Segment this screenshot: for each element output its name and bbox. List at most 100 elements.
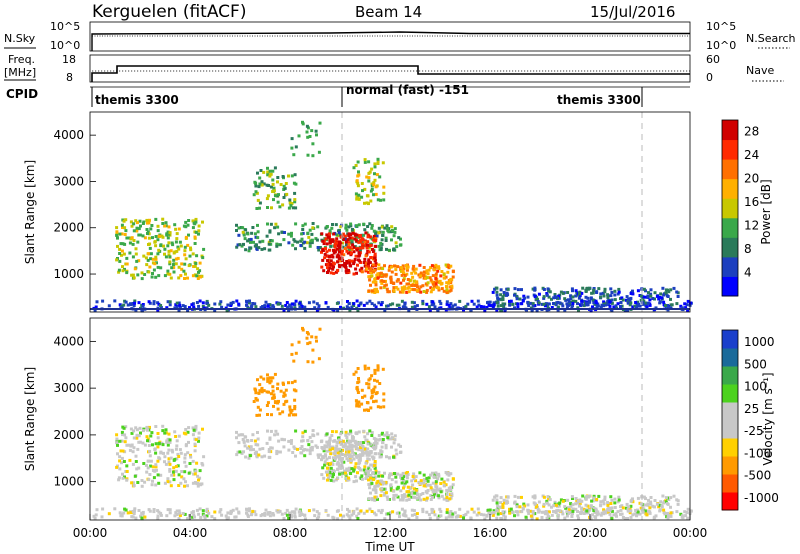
- power-cell: [384, 236, 388, 240]
- power-cell: [130, 224, 134, 228]
- velocity-cell: [146, 439, 149, 443]
- power-cell: [610, 309, 614, 313]
- power-cell: [156, 238, 160, 242]
- power-cell: [163, 247, 167, 251]
- velocity-cell: [375, 495, 379, 499]
- power-cell: [256, 198, 260, 202]
- power-cell: [378, 175, 382, 179]
- power-cell: [146, 221, 149, 225]
- velocity-cell: [115, 465, 119, 469]
- velocity-cell: [331, 462, 335, 466]
- power-cell: [613, 289, 617, 293]
- velocity-cell: [133, 474, 137, 478]
- power-cell: [633, 304, 637, 308]
- velocity-cell: [395, 452, 399, 456]
- power-cell: [125, 262, 129, 266]
- power-cell: [384, 273, 388, 277]
- velocity-cell: [288, 408, 292, 412]
- velocity-cell: [126, 511, 130, 515]
- velocity-cell: [554, 503, 558, 507]
- velocity-cell: [149, 459, 153, 463]
- power-cell: [280, 304, 284, 308]
- power-cell: [172, 251, 176, 255]
- power-cell: [437, 267, 441, 270]
- velocity-cell: [201, 427, 204, 431]
- velocity-cell: [301, 431, 305, 435]
- power-cell: [367, 258, 371, 262]
- power-cell: [365, 243, 369, 247]
- velocity-cell: [260, 386, 264, 390]
- power-cell: [394, 241, 398, 245]
- power-cell: [153, 262, 157, 266]
- power-cell: [253, 232, 257, 236]
- velocity-cell: [161, 424, 165, 428]
- velocity-cell: [322, 449, 326, 453]
- velocity-cell: [148, 449, 152, 453]
- velocity-cell: [466, 510, 470, 514]
- velocity-cell: [339, 432, 343, 436]
- x-tick-label: 08:00: [273, 526, 308, 540]
- power-cell: [172, 270, 176, 274]
- power-cell: [675, 290, 679, 294]
- power-cell: [430, 288, 434, 292]
- power-cell: [255, 246, 259, 250]
- velocity-cell: [269, 379, 273, 383]
- velocity-cell: [445, 488, 449, 492]
- velocity-heatmap-cells: [92, 326, 693, 521]
- power-cell: [373, 303, 376, 307]
- velocity-cell: [248, 507, 251, 511]
- power-cell: [445, 291, 449, 295]
- velocity-cell: [449, 485, 453, 489]
- power-cell: [359, 238, 363, 242]
- velocity-cell: [150, 431, 154, 435]
- velocity-cell: [341, 466, 345, 470]
- power-cell: [520, 288, 523, 292]
- velocity-cell: [374, 491, 378, 495]
- power-cell: [571, 289, 574, 293]
- power-cell: [533, 288, 537, 292]
- velocity-cell: [354, 399, 358, 403]
- power-cell: [372, 229, 376, 233]
- power-cell: [372, 181, 376, 185]
- velocity-cell: [385, 495, 389, 499]
- power-panel-frame: [89, 111, 691, 313]
- velocity-cell: [275, 452, 279, 456]
- power-cell: [580, 302, 584, 306]
- velocity-cell: [633, 512, 637, 516]
- power-cell: [447, 303, 451, 307]
- velocity-cell: [178, 511, 182, 515]
- power-cell: [253, 180, 257, 184]
- power-cell: [373, 287, 377, 291]
- velocity-cell: [352, 469, 356, 473]
- power-cell: [542, 302, 546, 306]
- power-cell: [348, 236, 352, 240]
- power-cell: [334, 270, 338, 274]
- velocity-cell: [346, 445, 350, 449]
- velocity-cell: [205, 514, 209, 518]
- velocity-cell: [132, 436, 136, 440]
- power-cell: [373, 252, 377, 256]
- power-cell: [639, 294, 643, 298]
- power-cell: [343, 234, 347, 238]
- velocity-cell: [447, 515, 451, 519]
- power-cell: [641, 302, 645, 306]
- power-cell: [634, 301, 638, 304]
- power-cell: [425, 269, 429, 273]
- power-cell: [344, 223, 348, 227]
- noise-sky-trace: [91, 31, 690, 51]
- power-cell: [345, 261, 349, 265]
- power-cell: [664, 292, 668, 296]
- power-cell: [285, 301, 289, 304]
- velocity-cell: [502, 498, 506, 502]
- power-cell: [346, 238, 350, 242]
- velocity-cell: [265, 404, 269, 407]
- power-cell: [343, 262, 347, 265]
- velocity-cell: [333, 452, 337, 455]
- power-cell: [364, 231, 368, 235]
- power-cell: [602, 302, 606, 306]
- velocity-cell: [608, 512, 612, 516]
- velocity-cell: [167, 457, 171, 461]
- power-cell: [310, 129, 314, 133]
- velocity-cell: [333, 457, 337, 461]
- power-cell: [254, 305, 258, 309]
